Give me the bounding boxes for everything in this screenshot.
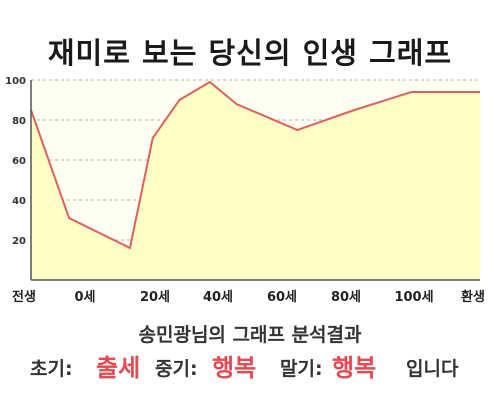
x-tick-label: 20세 xyxy=(140,290,170,305)
mid-label: 중기: xyxy=(155,358,198,380)
early-value: 출세 xyxy=(96,354,141,382)
analysis-result: 초기: 출세 중기: 행복 말기: 행복 입니다 xyxy=(0,348,500,382)
late-label: 말기: xyxy=(280,358,323,380)
y-tick-label: 20 xyxy=(12,236,26,247)
x-tick-label: 환생 xyxy=(461,289,485,305)
chart-title: 재미로 보는 당신의 인생 그래프 xyxy=(47,36,453,70)
series-line xyxy=(30,80,480,250)
y-tick-label: 40 xyxy=(12,196,26,207)
y-tick-label: 60 xyxy=(12,156,26,167)
x-tick-label: 60세 xyxy=(267,290,297,305)
x-tick-label: 100세 xyxy=(394,290,433,305)
analysis-title: 송민광님의 그래프 분석결과 xyxy=(138,324,362,346)
y-tick-label: 80 xyxy=(12,116,26,127)
x-tick-labels: 전생 0세 20세 40세 60세 80세 100세 환생 xyxy=(12,289,485,305)
late-value: 행복 xyxy=(332,354,377,382)
area-fill xyxy=(31,82,480,280)
result-ending: 입니다 xyxy=(406,358,459,380)
x-tick-label: 80세 xyxy=(331,290,361,305)
axes xyxy=(30,80,480,281)
x-tick-label: 0세 xyxy=(74,290,95,305)
y-tick-label: 100 xyxy=(5,76,26,87)
x-tick-label: 전생 xyxy=(12,289,36,305)
early-label: 초기: xyxy=(30,358,73,380)
x-tick-label: 40세 xyxy=(203,290,233,305)
mid-value: 행복 xyxy=(212,354,257,382)
y-tick-labels: 20 40 60 80 100 xyxy=(5,76,26,247)
